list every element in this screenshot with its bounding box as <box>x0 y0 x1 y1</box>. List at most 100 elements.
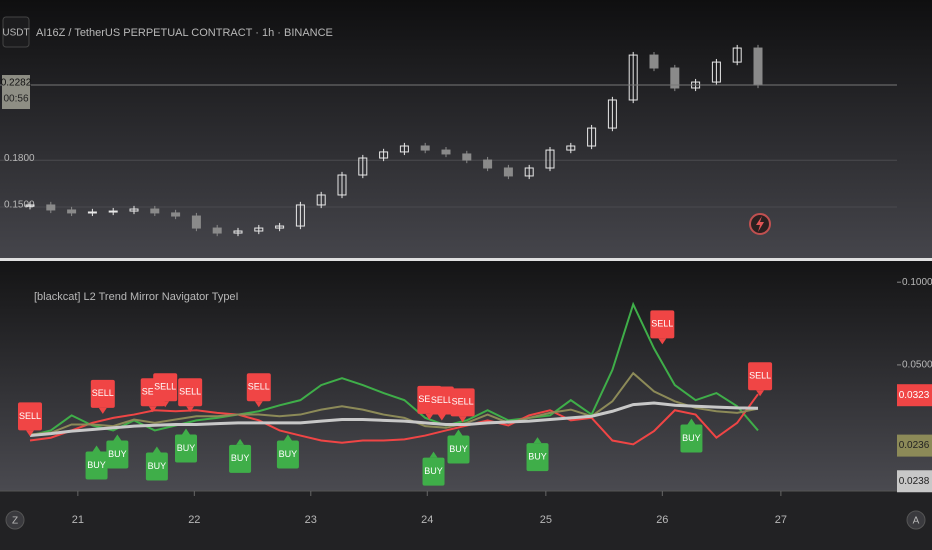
signal-pointer <box>658 338 667 345</box>
alert-bolt <box>756 216 764 232</box>
corner-button[interactable] <box>906 510 926 530</box>
signal-box <box>178 378 203 407</box>
candle-body <box>462 153 472 161</box>
indicator-line <box>29 401 759 438</box>
candle-body <box>212 227 222 234</box>
pane-divider <box>0 258 932 261</box>
signal-pointer <box>687 418 696 425</box>
signal-pointer <box>92 445 101 452</box>
candle-body <box>753 47 763 86</box>
currency[interactable]: USDT <box>2 28 29 39</box>
signal-pointer <box>186 406 195 413</box>
signal-box <box>429 386 454 415</box>
signal-box <box>680 424 703 453</box>
candle-body <box>316 194 326 206</box>
signal-label: SELL <box>19 411 41 421</box>
candle-body <box>129 208 139 212</box>
candle-body <box>275 225 285 229</box>
signal-label: BUY <box>148 461 167 471</box>
signal-box <box>450 388 475 417</box>
signal-label: BUY <box>528 452 547 462</box>
signal-pointer <box>113 434 122 441</box>
signal-box <box>276 440 299 469</box>
signal-pointer <box>756 390 765 397</box>
value-label: 0.0238 <box>899 476 930 487</box>
value-label-box <box>897 434 932 457</box>
signal-label: BUY <box>108 449 127 459</box>
y-tick-label: 0.0500 <box>902 360 932 371</box>
candle-body <box>732 47 742 63</box>
signal-pointer <box>182 428 190 435</box>
signal-box <box>422 457 445 486</box>
signal-box <box>106 440 129 469</box>
signal-box <box>175 434 197 463</box>
corner-button[interactable] <box>5 510 25 530</box>
signal-box <box>748 362 773 391</box>
candle-body <box>587 127 597 147</box>
value-label: 0.0323 <box>899 390 930 401</box>
candle-body <box>649 54 659 69</box>
y-tick-label: 0.1000 <box>902 277 932 288</box>
x-tick-label: 24 <box>421 514 433 526</box>
signal-label: SELL <box>749 371 771 381</box>
indicator-line <box>29 371 759 436</box>
signal-pointer <box>98 407 107 414</box>
signal-label: BUY <box>177 443 196 453</box>
signal-box <box>85 451 108 480</box>
symbol-title: AI16Z / TetherUS PERPETUAL CONTRACT · 1h… <box>36 27 333 39</box>
signal-label: SELL <box>179 387 201 397</box>
candle-body <box>379 151 389 159</box>
indicator-line <box>29 301 759 437</box>
candle-body <box>607 99 617 129</box>
x-tick-label: 21 <box>72 514 84 526</box>
signal-pointer <box>26 430 34 437</box>
value-label-box <box>897 384 932 407</box>
y-tick-label: 0.1500 <box>4 200 35 211</box>
candle-body <box>545 149 555 169</box>
signal-box <box>246 373 271 402</box>
signal-label: BUY <box>449 444 468 454</box>
signal-pointer <box>458 416 467 423</box>
candle-body <box>399 145 409 153</box>
candle-body <box>670 67 680 89</box>
signal-box <box>90 379 115 408</box>
candle-body <box>711 61 721 83</box>
signal-box <box>447 435 470 464</box>
candle-body <box>87 211 97 214</box>
signal-box <box>650 310 675 339</box>
signal-box <box>145 452 168 481</box>
price-pane <box>0 0 932 258</box>
candle-body <box>295 204 305 227</box>
signal-label: SELL <box>418 394 440 404</box>
currency-button[interactable] <box>2 16 30 48</box>
corner-button-label[interactable]: Z <box>12 516 18 527</box>
signal-pointer <box>533 437 542 444</box>
x-tick-label: 25 <box>540 514 552 526</box>
signal-pointer <box>148 406 157 413</box>
signal-pointer <box>454 429 463 436</box>
x-tick-label: 23 <box>305 514 317 526</box>
signal-label: SELL <box>154 382 176 392</box>
signal-box <box>18 402 42 431</box>
signal-label: BUY <box>231 453 250 463</box>
signal-label: SELL <box>92 388 114 398</box>
signal-box <box>229 444 252 473</box>
candle-body <box>191 215 201 229</box>
signal-pointer <box>254 401 263 408</box>
signal-label: SELL <box>651 319 673 329</box>
candle-body <box>25 204 35 207</box>
candle-body <box>171 212 181 217</box>
signal-label: SELL <box>452 397 474 407</box>
signal-label: SELL <box>248 382 270 392</box>
indicator-title: [blackcat] L2 Trend Mirror Navigator Typ… <box>34 291 239 303</box>
signal-label: SELL <box>431 395 453 405</box>
candle-body <box>420 145 430 151</box>
candle-body <box>441 149 451 155</box>
signal-label: BUY <box>424 466 443 476</box>
signal-pointer <box>283 434 292 441</box>
x-tick-label: 27 <box>775 514 787 526</box>
signal-pointer <box>161 401 170 408</box>
candle-body <box>524 167 534 177</box>
corner-button-label[interactable]: A <box>913 516 920 527</box>
